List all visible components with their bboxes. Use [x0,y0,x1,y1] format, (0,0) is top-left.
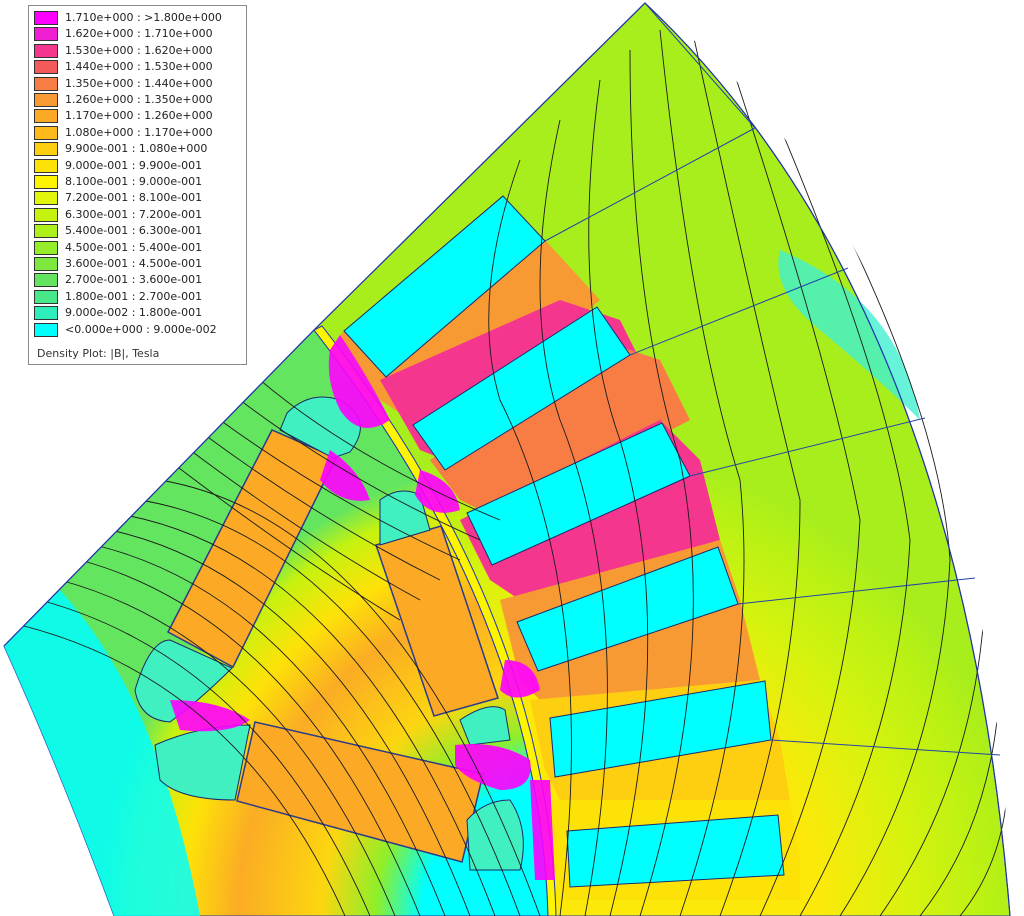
legend-row: 1.260e+000 : 1.350e+000 [34,92,213,108]
legend-swatch [34,322,58,337]
legend-range-label: 4.500e-001 : 5.400e-001 [65,240,203,254]
legend-row: 1.170e+000 : 1.260e+000 [34,108,213,124]
legend-range-label: 1.170e+000 : 1.260e+000 [65,109,213,123]
stator-division-lines [544,2,1001,756]
legend-range-label: 7.200e-001 : 8.100e-001 [65,191,203,205]
legend-row: 1.080e+000 : 1.170e+000 [34,125,213,141]
legend-row: 5.400e-001 : 6.300e-001 [34,223,202,239]
legend-swatch [34,43,58,58]
legend-row: 9.900e-001 : 1.080e+000 [34,141,207,157]
saturation-regions [170,335,555,880]
legend-swatch [34,93,58,107]
legend-swatch [34,289,58,304]
legend-range-label: 9.000e-001 : 9.900e-001 [65,158,203,172]
legend-row: 4.500e-001 : 5.400e-001 [34,240,202,256]
rotor-pockets [134,396,524,871]
legend-swatch [34,175,58,189]
legend-row: 6.300e-001 : 7.200e-001 [34,207,202,223]
legend-range-label: 6.300e-001 : 7.200e-001 [65,207,203,221]
legend-swatch [34,109,58,124]
legend-row: 1.350e+000 : 1.440e+000 [34,76,213,92]
legend-swatch [34,207,58,222]
legend-range-label: 1.350e+000 : 1.440e+000 [65,76,213,90]
outer-boundary [3,2,1011,916]
legend-range-label: 1.620e+000 : 1.710e+000 [65,27,213,41]
legend-range-label: 1.710e+000 : >1.800e+000 [65,11,222,24]
legend-swatch [34,27,58,42]
legend-row: <0.000e+000 : 9.000e-002 [34,322,217,338]
flux-lines [19,19,1009,916]
legend-range-label: 3.600e-001 : 4.500e-001 [65,257,203,270]
legend-swatch [34,142,58,157]
rotor-magnets [166,429,499,863]
legend-range-label: 9.000e-002 : 1.800e-001 [65,306,203,320]
legend-row: 1.530e+000 : 1.620e+000 [34,43,213,59]
legend-range-label: 1.260e+000 : 1.350e+000 [65,93,213,106]
legend-range-label: <0.000e+000 : 9.000e-002 [65,322,217,336]
legend-range-label: 1.530e+000 : 1.620e+000 [65,43,213,57]
legend-swatch [34,257,58,271]
legend-range-label: 2.700e-001 : 3.600e-001 [65,273,203,287]
legend-swatch [34,76,58,91]
legend-swatch [34,158,58,173]
legend-row: 3.600e-001 : 4.500e-001 [34,256,202,272]
stator-low-field-patch [778,250,920,420]
legend-range-label: 9.900e-001 : 1.080e+000 [65,142,208,156]
legend-range-label: 1.800e-001 : 2.700e-001 [65,289,203,303]
legend-swatch [34,306,58,321]
legend-row: 7.200e-001 : 8.100e-001 [34,190,202,206]
legend: 1.710e+000 : >1.800e+000 1.620e+000 : 1.7… [28,5,247,365]
legend-row: 2.700e-001 : 3.600e-001 [34,272,202,288]
legend-swatch [34,273,58,288]
legend-swatch [34,60,58,75]
legend-range-label: 1.080e+000 : 1.170e+000 [65,125,213,139]
legend-caption: Density Plot: |B|, Tesla [37,347,160,360]
legend-row: 1.800e-001 : 2.700e-001 [34,289,202,305]
legend-swatch [34,240,58,255]
legend-swatch [34,11,58,25]
legend-range-label: 5.400e-001 : 6.300e-001 [65,224,203,238]
legend-row: 1.620e+000 : 1.710e+000 [34,26,213,42]
legend-row: 9.000e-002 : 1.800e-001 [34,305,202,321]
legend-swatch [34,224,58,239]
rotor-inner-low-field [4,590,200,916]
legend-row: 9.000e-001 : 9.900e-001 [34,158,202,174]
legend-range-label: 8.100e-001 : 9.000e-001 [65,175,203,188]
legend-range-label: 1.440e+000 : 1.530e+000 [65,60,213,74]
legend-row: 1.710e+000 : >1.800e+000 [34,10,222,26]
legend-swatch [34,191,58,206]
legend-swatch [34,125,58,140]
legend-row: 1.440e+000 : 1.530e+000 [34,59,213,75]
legend-row: 8.100e-001 : 9.000e-001 [34,174,202,190]
